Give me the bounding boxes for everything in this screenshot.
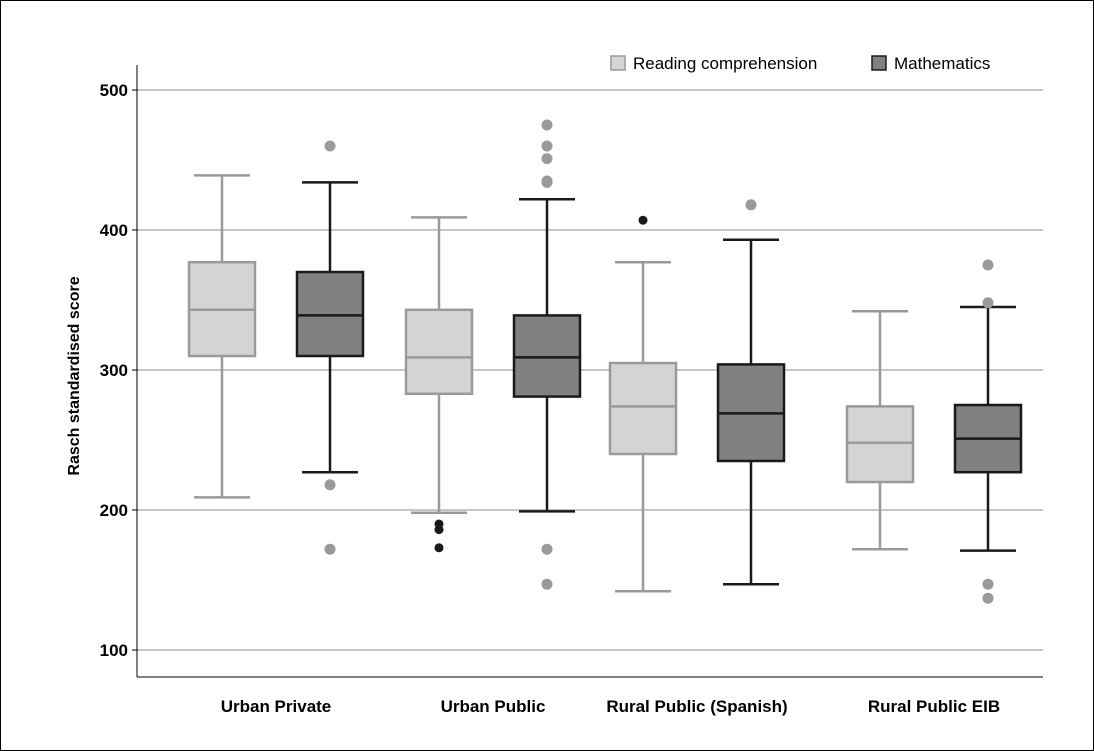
outlier-point: [982, 259, 994, 271]
outlier-point-dark: [434, 525, 444, 535]
legend: Reading comprehension Mathematics: [610, 54, 990, 73]
outlier-point-dark: [638, 215, 648, 225]
outlier-point-dark: [434, 543, 444, 553]
iqr-box: [512, 314, 582, 398]
iqr-box: [845, 405, 915, 484]
outlier-point: [982, 297, 994, 309]
box-mathematics: [512, 119, 582, 590]
outlier-point: [982, 592, 994, 604]
outlier-point: [745, 199, 757, 211]
outlier-point: [541, 119, 553, 131]
y-tick-label-300: 300: [100, 361, 128, 380]
outlier-point: [324, 543, 336, 555]
box-reading-comprehension: [845, 309, 915, 551]
y-axis-title: Rasch standardised score: [66, 276, 83, 475]
x-category-label: Urban Private: [221, 697, 332, 716]
box-reading-comprehension: [608, 215, 678, 593]
box-mathematics: [295, 140, 365, 555]
outlier-point: [541, 176, 553, 188]
box-mathematics: [716, 199, 786, 586]
axes: 100 200 300 400 500 Urban Private Urban Public…: [100, 65, 1043, 716]
x-category-label: Urban Public: [441, 697, 546, 716]
legend-swatch: [610, 55, 626, 71]
legend-label: Mathematics: [894, 54, 990, 73]
legend-swatch: [871, 55, 887, 71]
outlier-point: [324, 479, 336, 491]
box-mathematics: [953, 259, 1023, 604]
iqr-box: [295, 270, 365, 358]
outlier-point: [541, 543, 553, 555]
x-category-label: Rural Public EIB: [868, 697, 1000, 716]
iqr-box: [608, 361, 678, 456]
iqr-box: [404, 308, 474, 396]
y-tick-label-200: 200: [100, 501, 128, 520]
legend-label: Reading comprehension: [633, 54, 817, 73]
x-category-label: Rural Public (Spanish): [606, 697, 787, 716]
outlier-point: [982, 578, 994, 590]
outlier-point: [541, 140, 553, 152]
box-reading-comprehension: [404, 216, 474, 553]
outlier-point: [541, 578, 553, 590]
outlier-point: [541, 153, 553, 165]
y-tick-label-500: 500: [100, 81, 128, 100]
boxes-layer: [187, 119, 1023, 604]
y-tick-label-100: 100: [100, 641, 128, 660]
y-tick-label-400: 400: [100, 221, 128, 240]
gridlines: [137, 89, 1043, 651]
box-reading-comprehension: [187, 174, 257, 499]
outlier-point: [324, 140, 336, 152]
